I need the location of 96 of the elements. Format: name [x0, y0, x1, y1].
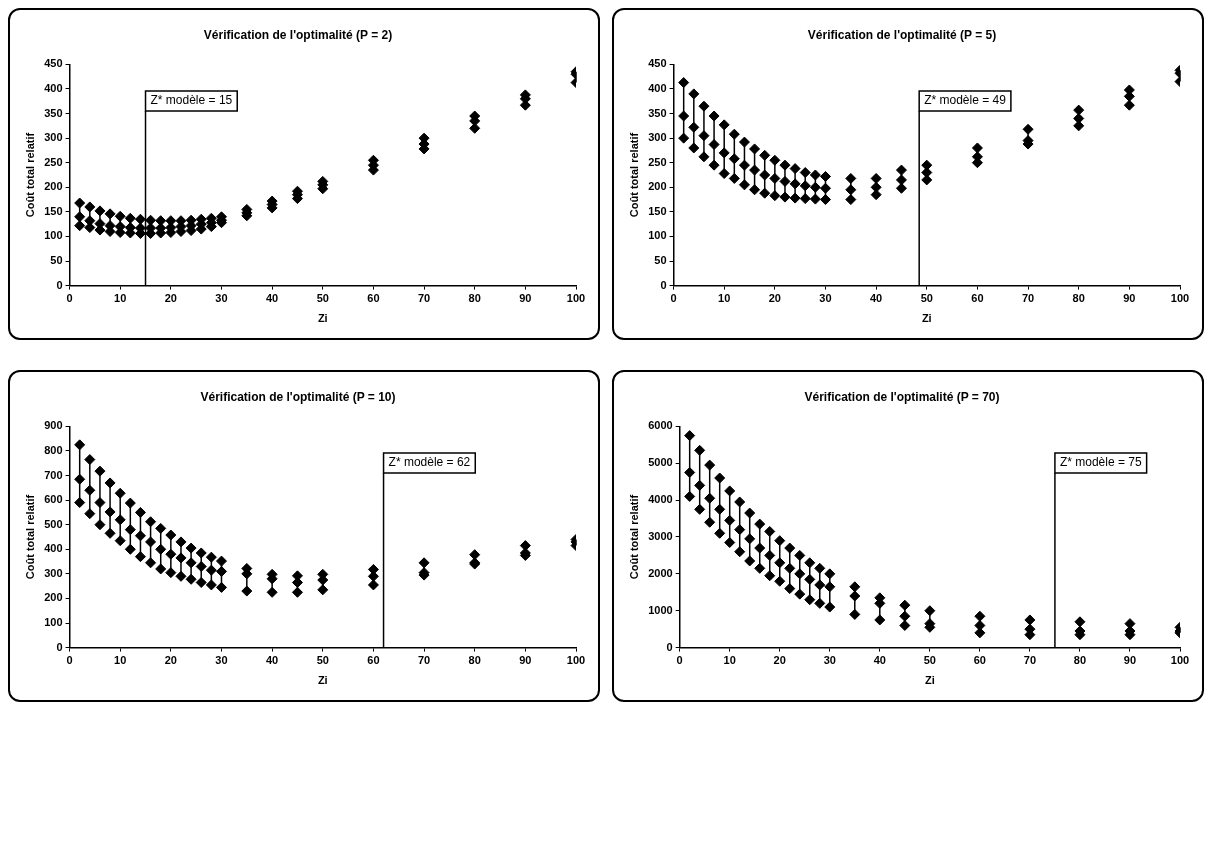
x-tick-label: 30: [215, 292, 228, 305]
x-tick-label: 50: [316, 292, 329, 305]
chart-title: Vérification de l'optimalité (P = 10): [200, 389, 396, 404]
y-tick-label: 200: [44, 180, 63, 193]
x-tick-label: 80: [468, 654, 481, 667]
y-tick-label: 500: [44, 517, 63, 530]
y-tick-label: 300: [648, 131, 667, 144]
y-axis-title: Coût total relatif: [23, 494, 36, 580]
x-tick-label: 100: [566, 292, 586, 305]
y-tick-label: 250: [44, 155, 63, 168]
x-tick-label: 70: [417, 292, 431, 305]
y-tick-label: 100: [44, 616, 63, 629]
x-tick-label: 90: [1123, 654, 1137, 667]
y-tick-label: 6000: [648, 419, 673, 432]
y-tick-label: 300: [44, 566, 63, 579]
x-tick-label: 40: [873, 654, 886, 667]
y-tick-label: 800: [44, 444, 63, 457]
x-tick-label: 10: [718, 292, 731, 305]
x-tick-label: 70: [417, 654, 431, 667]
y-tick-label: 50: [654, 254, 667, 267]
x-tick-label: 20: [773, 654, 786, 667]
y-tick-label: 400: [648, 82, 667, 95]
x-tick-label: 70: [1023, 654, 1037, 667]
ref-line-label: Z* modèle = 49: [924, 93, 1007, 108]
x-tick-label: 60: [971, 292, 984, 305]
x-tick-label: 50: [316, 654, 329, 667]
y-tick-label: 0: [666, 640, 673, 653]
x-tick-label: 80: [468, 292, 481, 305]
x-tick-label: 90: [519, 292, 532, 305]
y-tick-label: 150: [648, 204, 667, 217]
x-tick-label: 100: [566, 654, 586, 667]
x-tick-label: 80: [1072, 292, 1085, 305]
x-tick-label: 40: [266, 292, 279, 305]
y-tick-label: 4000: [648, 493, 673, 506]
x-tick-label: 90: [519, 654, 532, 667]
x-axis-title: Zi: [317, 312, 328, 325]
x-tick-label: 40: [266, 654, 279, 667]
y-tick-label: 700: [44, 468, 63, 481]
y-tick-label: 0: [56, 640, 63, 653]
x-tick-label: 60: [973, 654, 986, 667]
x-tick-label: 0: [66, 654, 73, 667]
ref-line-label: Z* modèle = 62: [388, 455, 471, 470]
y-tick-label: 2000: [648, 566, 673, 579]
chart-title: Vérification de l'optimalité (P = 2): [203, 27, 393, 42]
y-tick-label: 350: [44, 106, 63, 119]
x-tick-label: 0: [66, 292, 73, 305]
y-tick-label: 50: [50, 254, 63, 267]
y-tick-label: 250: [648, 155, 667, 168]
x-tick-label: 100: [1170, 292, 1190, 305]
x-tick-label: 70: [1021, 292, 1035, 305]
y-tick-label: 600: [44, 493, 63, 506]
x-tick-label: 30: [215, 654, 228, 667]
x-tick-label: 40: [870, 292, 883, 305]
y-tick-label: 150: [44, 204, 63, 217]
x-tick-label: 60: [367, 292, 380, 305]
x-tick-label: 10: [723, 654, 736, 667]
x-tick-label: 10: [114, 292, 127, 305]
y-tick-label: 400: [44, 542, 63, 555]
y-tick-label: 100: [648, 229, 667, 242]
y-tick-label: 0: [660, 278, 667, 291]
x-tick-label: 100: [1170, 654, 1190, 667]
x-tick-label: 0: [676, 654, 683, 667]
x-tick-label: 80: [1073, 654, 1087, 667]
y-axis-title: Coût total relatif: [627, 494, 640, 580]
x-tick-label: 30: [819, 292, 832, 305]
y-tick-label: 450: [648, 57, 667, 70]
y-axis-title: Coût total relatif: [627, 132, 640, 218]
y-tick-label: 450: [44, 57, 63, 70]
x-axis-title: Zi: [317, 674, 328, 687]
x-tick-label: 20: [164, 654, 177, 667]
y-tick-label: 5000: [648, 456, 673, 469]
y-tick-label: 300: [44, 131, 63, 144]
x-tick-label: 60: [367, 654, 380, 667]
y-tick-label: 350: [648, 106, 667, 119]
ref-line-label: Z* modèle = 15: [150, 93, 233, 108]
y-tick-label: 400: [44, 82, 63, 95]
y-axis-title: Coût total relatif: [23, 132, 36, 218]
y-tick-label: 200: [44, 591, 63, 604]
y-tick-label: 1000: [648, 603, 673, 616]
x-tick-label: 50: [923, 654, 936, 667]
y-tick-label: 3000: [648, 530, 673, 543]
x-tick-label: 50: [920, 292, 933, 305]
x-axis-title: Zi: [921, 312, 932, 325]
x-tick-label: 10: [114, 654, 127, 667]
chart-title: Vérification de l'optimalité (P = 5): [807, 27, 997, 42]
x-axis-title: Zi: [924, 674, 935, 687]
y-tick-label: 900: [44, 419, 63, 432]
y-tick-label: 200: [648, 180, 667, 193]
chart-title: Vérification de l'optimalité (P = 70): [804, 389, 1000, 404]
y-tick-label: 100: [44, 229, 63, 242]
ref-line-label: Z* modèle = 75: [1059, 455, 1142, 470]
y-tick-label: 0: [56, 278, 63, 291]
x-tick-label: 20: [768, 292, 781, 305]
x-tick-label: 30: [823, 654, 836, 667]
x-tick-label: 90: [1123, 292, 1136, 305]
x-tick-label: 20: [164, 292, 177, 305]
